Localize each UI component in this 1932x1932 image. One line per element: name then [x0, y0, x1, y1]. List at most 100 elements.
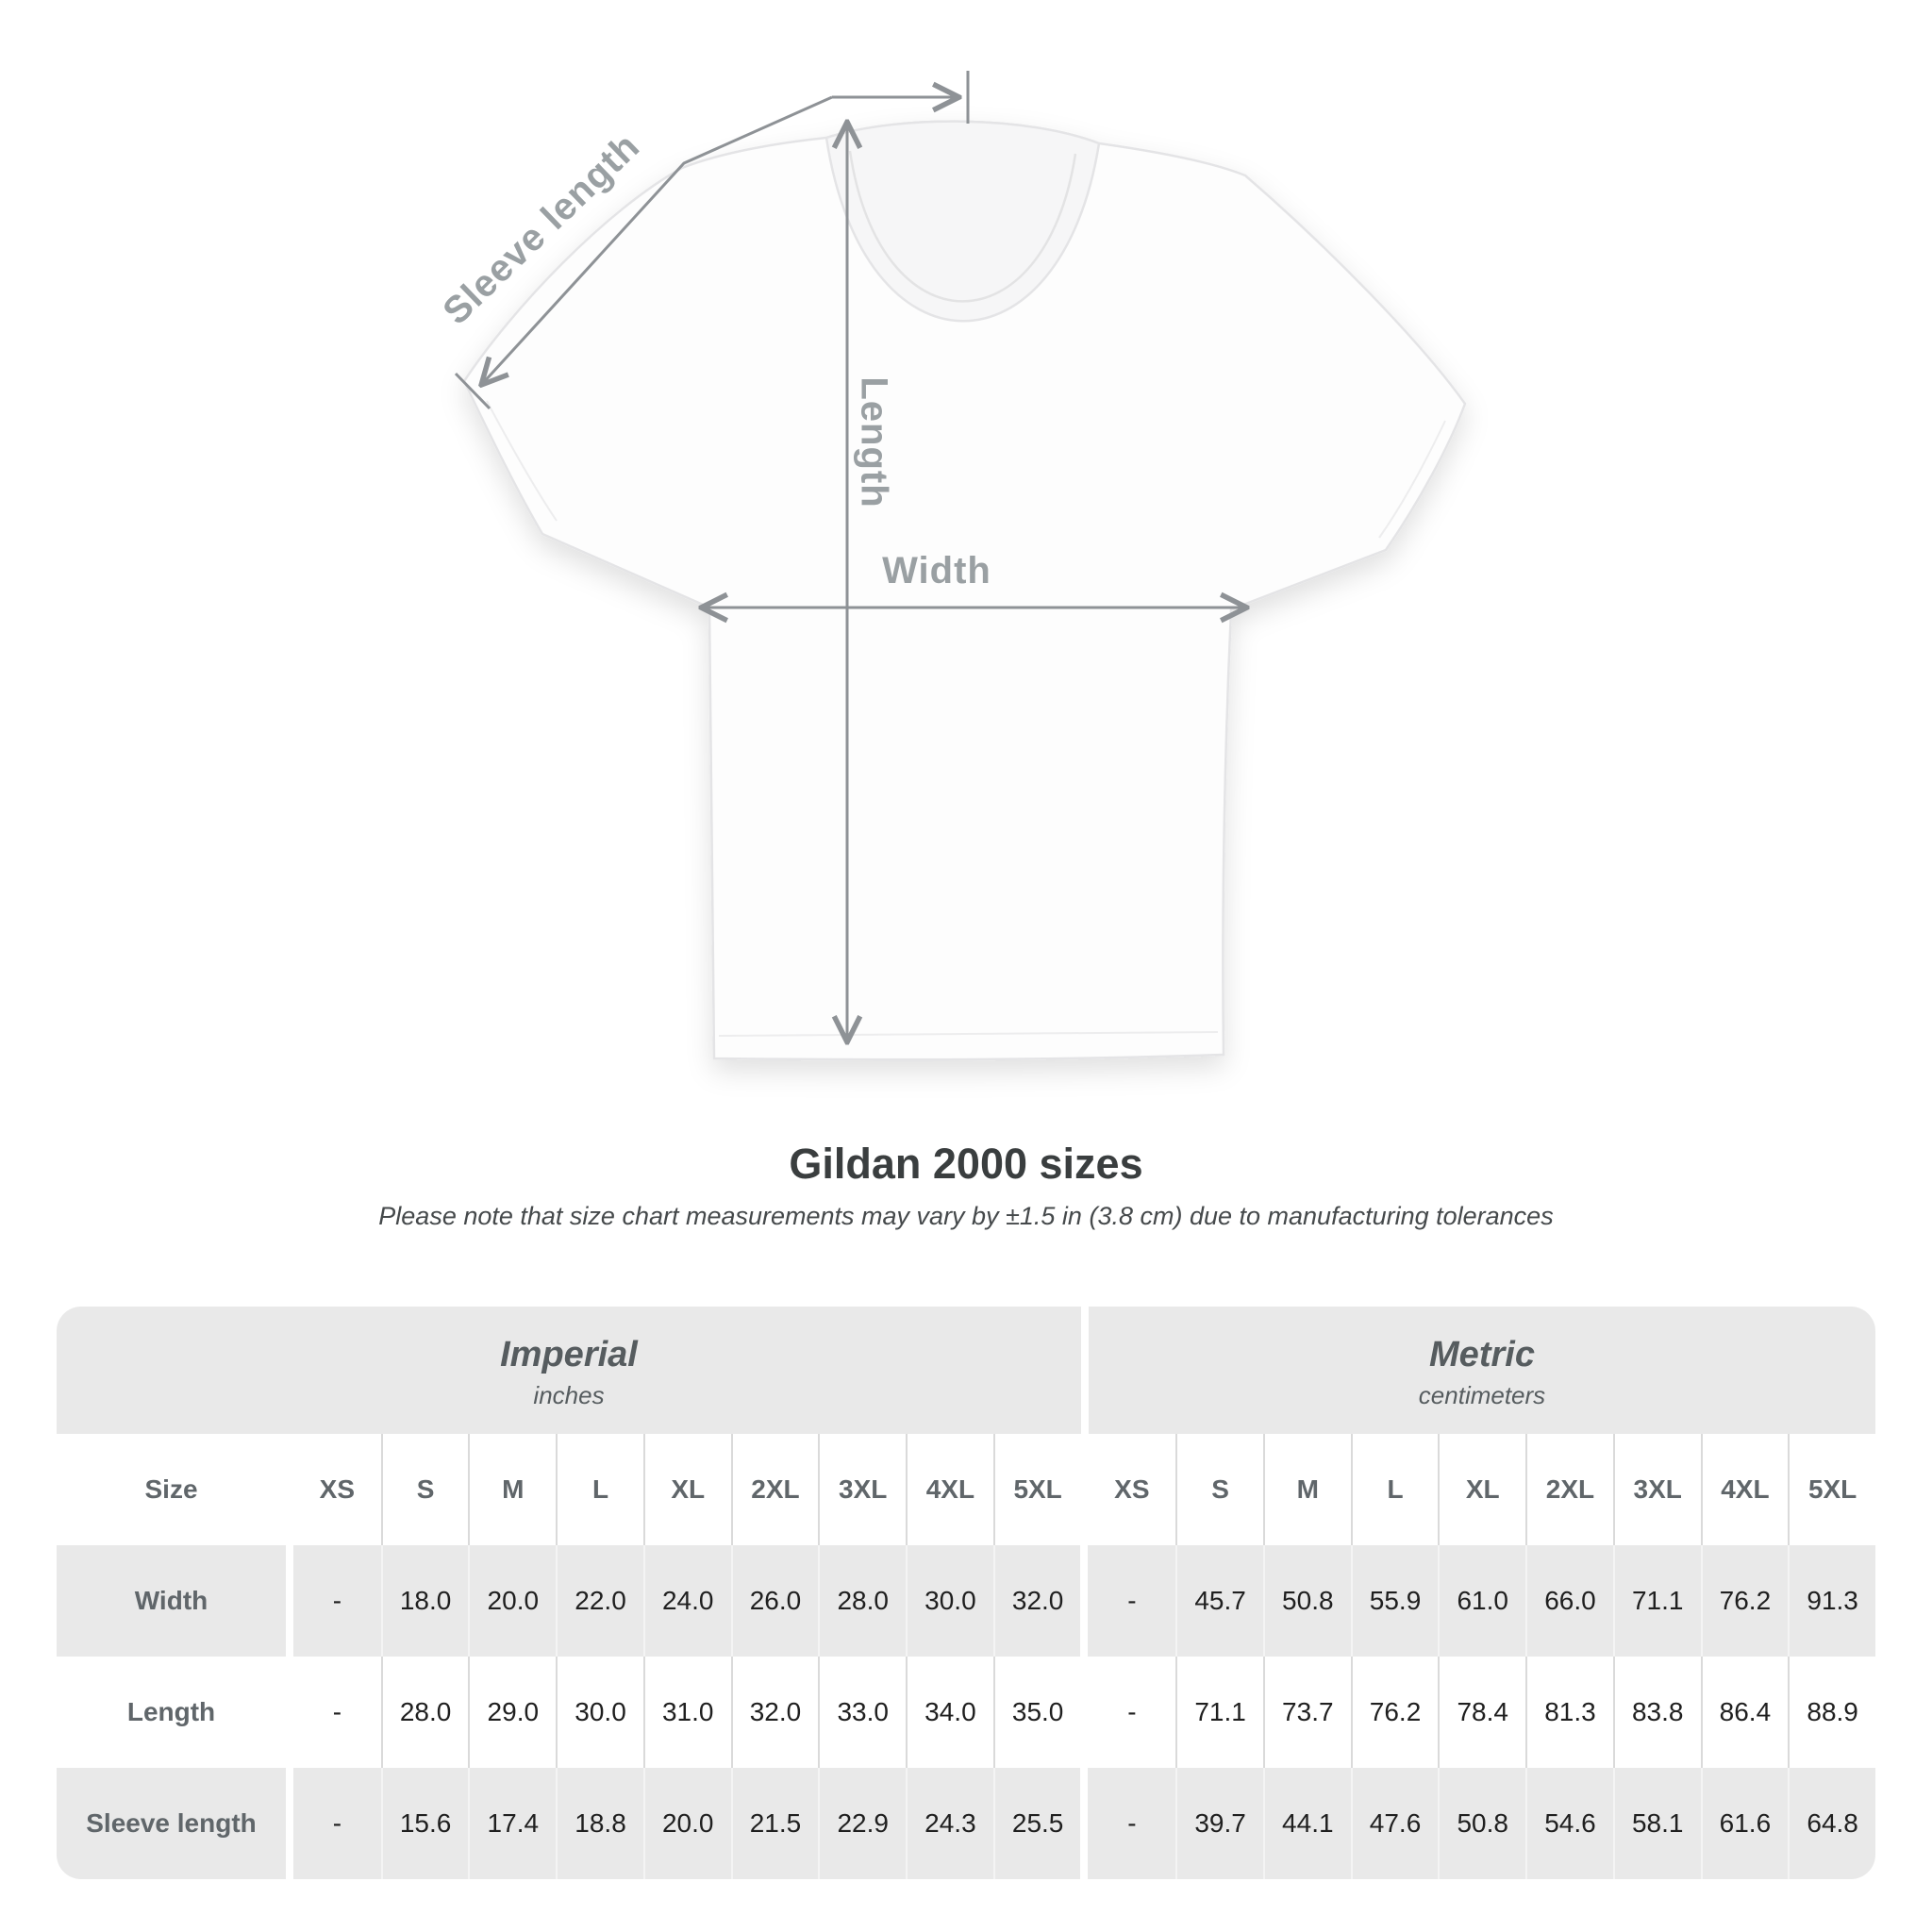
value-cell: 32.0: [730, 1657, 819, 1768]
value-cell: 31.0: [642, 1657, 731, 1768]
column-gap: [286, 1657, 293, 1768]
column-gap: [1080, 1768, 1089, 1879]
value-cell: 39.7: [1175, 1768, 1263, 1879]
column-header-5xl: 5XL: [1788, 1434, 1875, 1545]
value-cell: 26.0: [730, 1545, 819, 1657]
value-cell: 28.0: [818, 1545, 907, 1657]
column-gap: [286, 1545, 293, 1657]
size-table-body: Width -18.0 20.0 22.0 24.0 26.0 28.0 30.0 32.0-4…: [57, 1545, 1875, 1879]
value-cell: 88.9: [1788, 1657, 1875, 1768]
page-title: Gildan 2000 sizes: [789, 1140, 1143, 1188]
value-cell: 78.4: [1438, 1657, 1526, 1768]
value-cell: -: [1088, 1657, 1176, 1768]
column-gap: [1080, 1434, 1089, 1545]
column-header-l: L: [556, 1434, 643, 1545]
unit-sublabel: centimeters: [1418, 1380, 1546, 1409]
value-cell: 35.0: [992, 1657, 1081, 1768]
row-label: Length: [57, 1657, 286, 1768]
value-cell: 32.0: [992, 1545, 1081, 1657]
value-cell: 24.3: [906, 1768, 993, 1879]
unit-label: Imperial: [500, 1334, 638, 1374]
value-cell: 22.0: [556, 1545, 643, 1657]
value-cell: 33.0: [818, 1657, 907, 1768]
tshirt-graphic: [462, 120, 1467, 1061]
value-cell: 29.0: [468, 1657, 557, 1768]
column-header-4xl: 4XL: [906, 1434, 993, 1545]
size-table: Imperial inches Metric centimeters Size X…: [57, 1307, 1875, 1879]
value-cell: 18.0: [380, 1545, 469, 1657]
value-cell: 25.5: [992, 1768, 1081, 1879]
collar: [824, 120, 1101, 323]
column-header-5xl: 5XL: [992, 1434, 1081, 1545]
value-cell: 58.1: [1612, 1768, 1701, 1879]
column-gap: [1080, 1545, 1089, 1657]
column-header-m: M: [1262, 1434, 1351, 1545]
value-cell: 17.4: [468, 1768, 557, 1879]
column-gap: [1080, 1657, 1089, 1768]
value-cell: 22.9: [818, 1768, 907, 1879]
length-label: Length: [853, 376, 894, 508]
value-cell: 76.2: [1700, 1545, 1789, 1657]
value-cell: 21.5: [730, 1768, 819, 1879]
width-label: Width: [882, 550, 991, 591]
value-cell: -: [293, 1545, 381, 1657]
page-subtitle: Please note that size chart measurements…: [378, 1202, 1554, 1230]
value-cell: 54.6: [1525, 1768, 1613, 1879]
column-header-s: S: [1175, 1434, 1263, 1545]
column-header-2xl: 2XL: [730, 1434, 819, 1545]
band-divider: [1081, 1307, 1089, 1434]
tshirt-diagram: Sleeve length Length Width: [435, 71, 1467, 1061]
value-cell: 86.4: [1700, 1657, 1789, 1768]
value-cell: 15.6: [380, 1768, 469, 1879]
tshirt-diagram-svg: Sleeve length Length Width: [435, 71, 1467, 1061]
size-header-row: Size XS S M L XL 2XL 3XL 4XL 5XL XS S M L XL 2XL 3XL 4XL 5…: [57, 1434, 1875, 1545]
value-cell: 83.8: [1612, 1657, 1701, 1768]
value-cell: 30.0: [906, 1545, 993, 1657]
table-row-sleeve-length: Sleeve length -15.6 17.4 18.8 20.0 21.5 22.9 24…: [57, 1768, 1875, 1879]
column-gap: [286, 1768, 293, 1879]
value-cell: 20.0: [642, 1768, 731, 1879]
value-cell: 73.7: [1262, 1657, 1351, 1768]
unit-header-band: Imperial inches Metric centimeters: [57, 1307, 1875, 1434]
heading-block: Gildan 2000 sizes Please note that size …: [0, 1140, 1932, 1231]
value-cell: 20.0: [468, 1545, 557, 1657]
column-header-xs: XS: [293, 1434, 381, 1545]
value-cell: 28.0: [380, 1657, 469, 1768]
value-cell: 44.1: [1262, 1768, 1351, 1879]
value-cell: 91.3: [1788, 1545, 1875, 1657]
value-cell: 64.8: [1788, 1768, 1875, 1879]
column-header-4xl: 4XL: [1700, 1434, 1789, 1545]
column-header-s: S: [380, 1434, 469, 1545]
row-label: Sleeve length: [57, 1768, 286, 1879]
value-cell: -: [293, 1768, 381, 1879]
value-cell: -: [1088, 1545, 1176, 1657]
value-cell: -: [1088, 1768, 1176, 1879]
value-cell: 24.0: [642, 1545, 731, 1657]
table-row-width: Width -18.0 20.0 22.0 24.0 26.0 28.0 30.0 32.0-4…: [57, 1545, 1875, 1657]
column-gap: [286, 1434, 293, 1545]
table-row-length: Length -28.0 29.0 30.0 31.0 32.0 33.0 34.0 35.0-…: [57, 1657, 1875, 1768]
column-header-xl: XL: [642, 1434, 731, 1545]
value-cell: 45.7: [1175, 1545, 1263, 1657]
column-header-3xl: 3XL: [818, 1434, 907, 1545]
column-header-m: M: [468, 1434, 557, 1545]
value-cell: 50.8: [1262, 1545, 1351, 1657]
column-header-3xl: 3XL: [1612, 1434, 1701, 1545]
value-cell: 18.8: [556, 1768, 643, 1879]
value-cell: 81.3: [1525, 1657, 1613, 1768]
value-cell: 55.9: [1350, 1545, 1439, 1657]
value-cell: 71.1: [1612, 1545, 1701, 1657]
column-header-xs: XS: [1088, 1434, 1176, 1545]
unit-header-imperial: Imperial inches: [57, 1307, 1081, 1434]
column-header-2xl: 2XL: [1525, 1434, 1613, 1545]
value-cell: 47.6: [1350, 1768, 1439, 1879]
unit-label: Metric: [1429, 1334, 1535, 1374]
unit-header-metric: Metric centimeters: [1089, 1307, 1875, 1434]
value-cell: -: [293, 1657, 381, 1768]
value-cell: 34.0: [906, 1657, 993, 1768]
size-corner-label: Size: [57, 1434, 286, 1545]
value-cell: 76.2: [1350, 1657, 1439, 1768]
value-cell: 50.8: [1438, 1768, 1526, 1879]
column-header-l: L: [1350, 1434, 1439, 1545]
unit-sublabel: inches: [533, 1380, 605, 1409]
